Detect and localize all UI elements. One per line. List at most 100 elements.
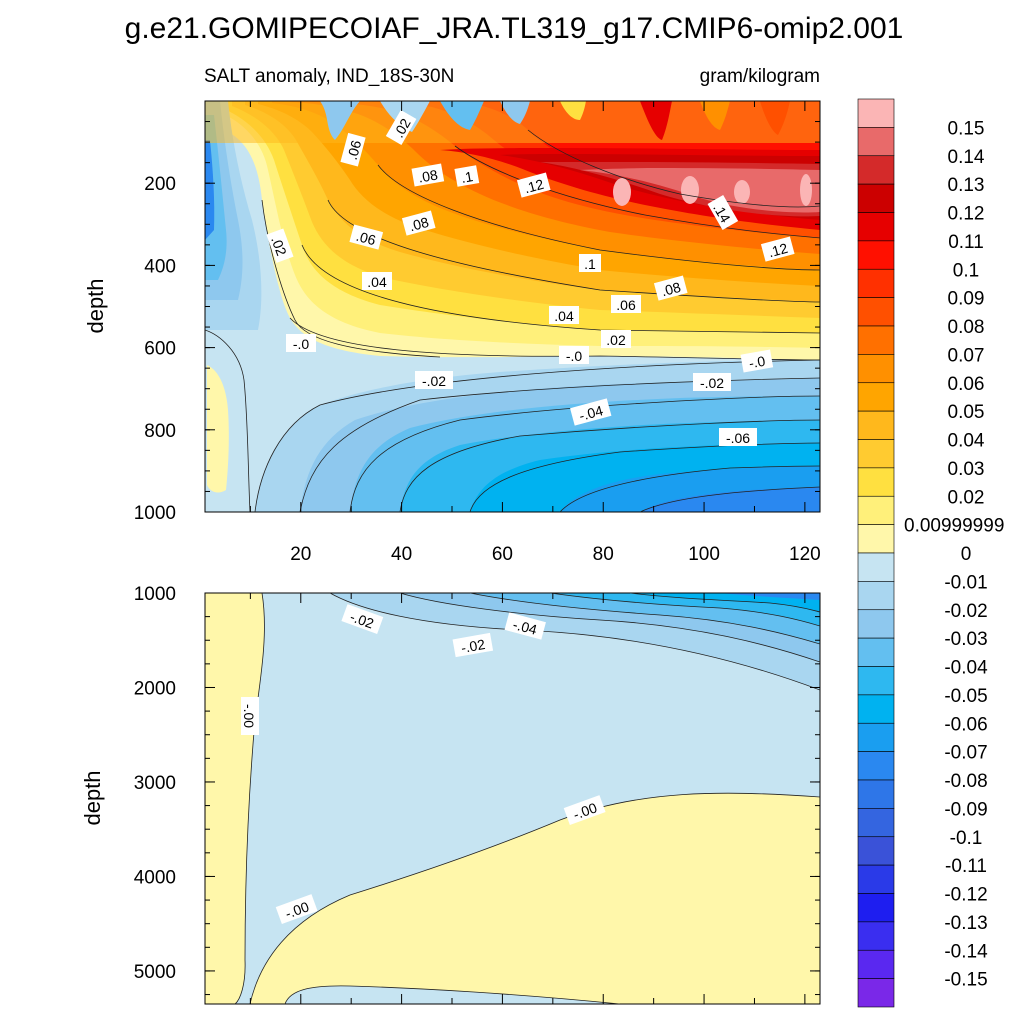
- colorbar-swatch: [857, 836, 895, 866]
- colorbar-swatch: [857, 581, 895, 611]
- colorbar-label: -0.05: [944, 686, 987, 707]
- contour-label-box: [570, 398, 612, 426]
- blob-pos15: [800, 174, 812, 206]
- lower-contour-panel: -.02 -.04 -.02 -.00 -.00 -.00 1000 2000 3000 400…: [80, 584, 821, 1005]
- contour-line: [469, 593, 820, 645]
- colorbar-swatch: [857, 552, 895, 582]
- contour-label: .04: [362, 272, 392, 290]
- band-pos14: [580, 168, 820, 213]
- contour-label-box: [275, 894, 318, 925]
- contour-line: [399, 593, 820, 663]
- left-pos-band: [207, 365, 229, 493]
- contour-label-text: -.0: [748, 353, 767, 372]
- lower-contour-fill: [205, 593, 820, 1004]
- contour-label-text: -.0: [293, 336, 310, 352]
- colorbar-label: 0.08: [948, 317, 985, 338]
- contour-label-box: [411, 163, 445, 187]
- contour-label: .1: [579, 254, 601, 272]
- contour-label-box: [653, 275, 688, 301]
- y-tick-label: 2000: [134, 678, 176, 699]
- deep-pos-band: [250, 793, 820, 1004]
- contour-label: -.04: [570, 398, 612, 426]
- colorbar-swatch: [857, 297, 895, 327]
- contour-label: -.00: [275, 894, 318, 925]
- contour-label-text: -.00: [571, 799, 599, 822]
- contour-label: .06: [340, 132, 366, 167]
- contour-label-text: .02: [268, 234, 290, 258]
- colorbar-swatch: [857, 864, 895, 894]
- contour-line: [284, 985, 621, 1004]
- contour-label-box: [452, 632, 494, 658]
- y-tick-label: 200: [144, 174, 176, 195]
- band-neg07: [720, 593, 820, 600]
- colorbar-swatch: [857, 98, 895, 128]
- colorbar-swatch: [857, 467, 895, 497]
- contour-label-box: [454, 165, 480, 187]
- contour-label: -.02: [693, 373, 731, 391]
- colorbar-label: 0.04: [948, 431, 985, 452]
- contour-label: .12: [516, 172, 551, 198]
- upper-axis-ticks: 200 400 600 800 1000: [134, 100, 820, 524]
- colorbar-label: -0.15: [944, 970, 987, 991]
- contour-label-text: .06: [355, 228, 378, 249]
- colorbar-label: 0.13: [948, 175, 985, 196]
- x-tick-label: 40: [391, 544, 412, 565]
- colorbar-swatch: [857, 325, 895, 355]
- contour-label-box: [266, 228, 294, 263]
- contour-label-text: .1: [460, 168, 474, 186]
- contour-label-text: .02: [606, 332, 626, 348]
- contour-label: .02: [266, 228, 294, 263]
- contour-label: -.0: [740, 349, 774, 373]
- contour-label-box: [516, 172, 551, 198]
- y-tick-label: 600: [144, 339, 176, 360]
- contour-label-box: [559, 346, 589, 364]
- colorbar-label: -0.02: [944, 601, 987, 622]
- colorbar: 0.15 0.14 0.13 0.12 0.11 0.1 0.09 0.08 0.07 0.06 0…: [857, 98, 1004, 1008]
- colorbar-label: -0.07: [944, 743, 987, 764]
- colorbar-label: 0: [961, 544, 972, 565]
- contour-label-box: [340, 132, 366, 167]
- contour-line: [549, 593, 820, 627]
- surface-salty-patch: [640, 101, 672, 140]
- contour-label-text: .04: [554, 308, 574, 324]
- colorbar-label: 0.07: [948, 345, 985, 366]
- contour-label-box: [349, 224, 384, 250]
- surface-fresh-patch: [320, 101, 360, 140]
- contour-label-text: .12: [523, 176, 546, 197]
- contour-label-box: [707, 195, 739, 230]
- contour-label-text: -.06: [726, 430, 750, 446]
- lower-contour-labels: -.02 -.04 -.02 -.00 -.00 -.00: [241, 604, 606, 925]
- colorbar-label: 0.00999999: [904, 516, 1004, 537]
- contour-label: .04: [549, 306, 579, 324]
- contour-line: [454, 145, 820, 239]
- contour-label-text: .12: [767, 240, 790, 261]
- contour-label-box: [579, 254, 601, 272]
- colorbar-swatch: [857, 155, 895, 185]
- colorbar-swatch: [857, 127, 895, 157]
- colorbar-swatch: [857, 694, 895, 724]
- x-tick-labels: 20 40 60 80 100 120: [290, 544, 821, 565]
- band-neg06: [630, 593, 820, 612]
- left-pos-band: [205, 593, 265, 1004]
- contour-label-box: [601, 330, 631, 348]
- colorbar-swatch: [857, 808, 895, 838]
- surface-fresh-patch: [560, 101, 586, 120]
- colorbar-label: 0.1: [953, 260, 979, 281]
- contour-line: [639, 486, 820, 512]
- contour-label-text: .06: [616, 297, 636, 313]
- colorbar-swatch: [857, 921, 895, 951]
- contour-label-text: -.0: [566, 348, 583, 364]
- contour-label: .08: [401, 210, 436, 236]
- contour-label: -.02: [415, 371, 453, 389]
- lower-plot-frame: [204, 592, 821, 1005]
- colorbar-swatch: [857, 637, 895, 667]
- contour-label-text: -.02: [700, 375, 724, 391]
- colorbar-swatch: [857, 240, 895, 270]
- band-neg08: [640, 487, 820, 512]
- contour-line: [249, 792, 820, 1004]
- colorbar-swatch: [857, 439, 895, 469]
- contour-line: [399, 419, 820, 512]
- contour-line: [254, 359, 820, 512]
- colorbar-swatch: [857, 751, 895, 781]
